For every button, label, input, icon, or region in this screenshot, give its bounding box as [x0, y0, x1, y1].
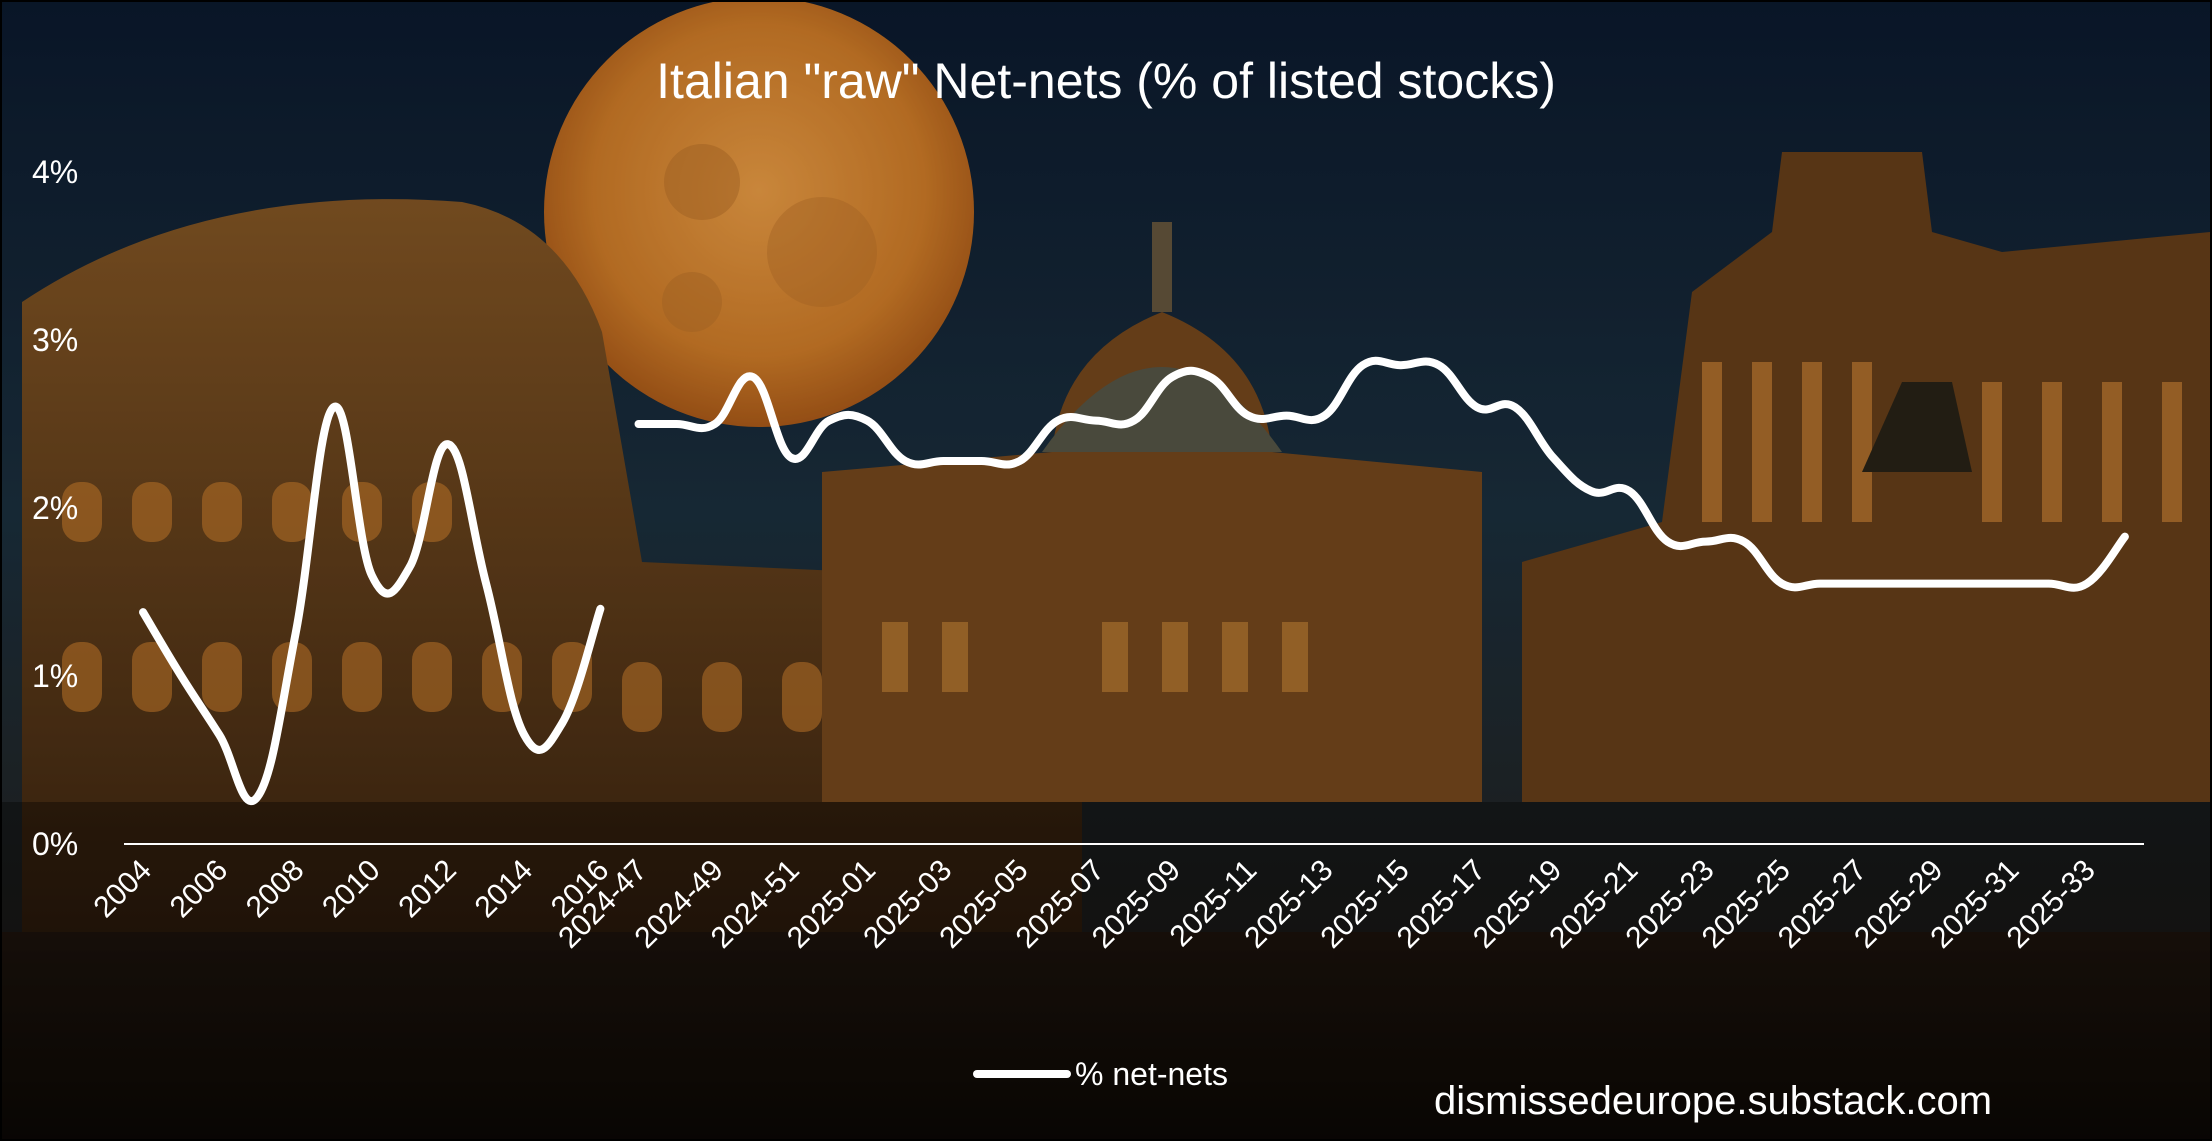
y-tick-label: 0% — [32, 826, 78, 862]
legend-label: % net-nets — [1075, 1056, 1228, 1092]
y-axis: 0% 1% 2% 3% 4% — [32, 154, 78, 862]
colosseum-illustration — [22, 199, 1082, 933]
source-footer: dismissedeurope.substack.com — [1434, 1079, 1992, 1123]
chart-title: Italian "raw" Net-nets (% of listed stoc… — [656, 53, 1556, 109]
y-tick-label: 1% — [32, 658, 78, 694]
y-tick-label: 2% — [32, 490, 78, 526]
moon-illustration — [544, 2, 974, 427]
series-line-annual — [139, 402, 605, 805]
y-tick-label: 4% — [32, 154, 78, 190]
series-layer — [139, 356, 2129, 805]
series-line-weekly — [634, 356, 2129, 592]
legend: % net-nets — [973, 1056, 1228, 1092]
basilica-illustration — [822, 312, 1482, 802]
y-tick-label: 3% — [32, 322, 78, 358]
